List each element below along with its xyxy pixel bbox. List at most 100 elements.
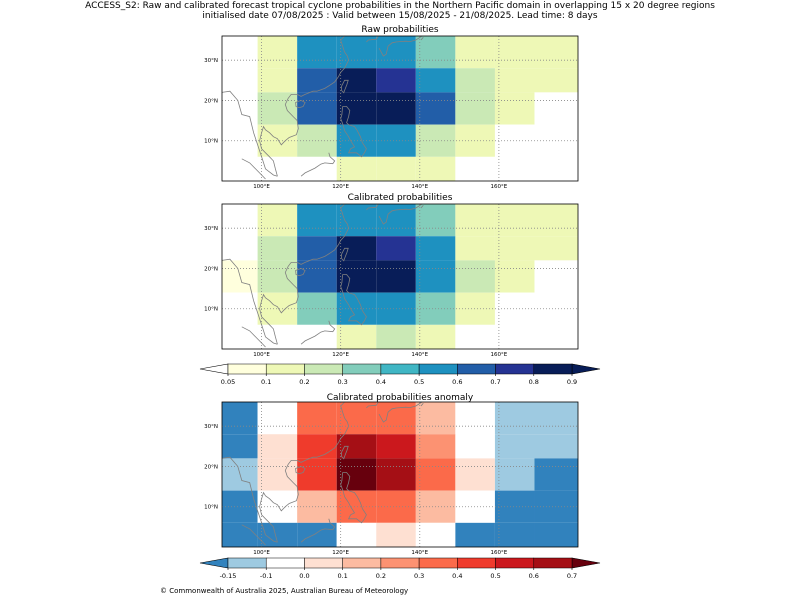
heatmap-cell <box>534 156 578 181</box>
heatmap-cell <box>376 36 416 69</box>
heatmap-cell <box>257 324 298 349</box>
coastline <box>241 158 266 180</box>
heatmap-cell <box>257 402 298 435</box>
heatmap-cell <box>494 522 535 547</box>
heatmap-cell <box>297 522 337 547</box>
colorbar-tick-label: 0.5 <box>490 572 500 580</box>
coastline <box>341 79 349 94</box>
coastline <box>295 268 306 277</box>
heatmap-cell <box>534 204 578 237</box>
coastline <box>366 35 379 43</box>
heatmap-cell <box>455 204 495 237</box>
coastline <box>221 258 278 345</box>
colorbar-segment <box>495 363 535 375</box>
heatmap-cell <box>534 490 578 523</box>
heatmap-cell <box>257 434 298 459</box>
heatmap-cell <box>534 36 578 69</box>
heatmap-cell <box>376 204 416 237</box>
heatmap-cell <box>455 92 495 125</box>
heatmap-cell <box>376 156 416 181</box>
heatmap-cell <box>336 68 377 93</box>
heatmap-cell <box>336 324 377 349</box>
heatmap-cell <box>336 458 377 491</box>
heatmap-cell <box>257 236 298 261</box>
colorbar-tick-label: 0.0 <box>299 572 309 580</box>
heatmap-cell <box>257 36 298 69</box>
heatmap-cell <box>336 260 377 293</box>
heatmap-cell <box>415 236 456 261</box>
heatmap-cell <box>415 324 456 349</box>
x-tick-label: 140°E <box>411 352 428 358</box>
colorbar-segment <box>495 557 535 569</box>
colorbar-tick-label: 0.4 <box>452 572 462 580</box>
heatmap-cell <box>336 522 377 547</box>
copyright-footer: © Commonwealth of Australia 2025, Austra… <box>160 587 409 595</box>
heatmap-cell <box>297 92 337 125</box>
coastline <box>259 203 350 345</box>
heatmap-cell <box>455 458 495 491</box>
heatmap-cell <box>415 68 456 93</box>
heatmap-cell <box>257 522 298 547</box>
coastline <box>340 106 367 158</box>
plot-frame <box>221 401 579 548</box>
colorbar-tick-label: 0.5 <box>414 378 424 386</box>
colorbar-segment <box>533 363 573 375</box>
coastline <box>259 401 350 543</box>
panel-title-raw: Raw probabilities <box>361 25 439 35</box>
heatmap-cell <box>297 324 337 349</box>
map-panel-3: 100°E 120°E 140°E 160°E 10°N 20°N 30°N <box>204 401 579 556</box>
heatmap-cell <box>455 236 495 261</box>
heatmap-cell <box>222 522 258 547</box>
coastline <box>300 320 336 345</box>
y-tick-label: 10°N <box>204 139 218 145</box>
colorbar-segment <box>418 557 458 569</box>
heatmap-cell <box>455 434 495 459</box>
y-tick-label: 30°N <box>204 226 218 232</box>
heatmap-cell <box>222 36 258 69</box>
y-tick-label: 20°N <box>204 464 218 470</box>
heatmap-cell <box>336 156 377 181</box>
coastline <box>378 203 423 225</box>
colorbar-segment <box>380 557 420 569</box>
heatmap-cell <box>494 36 535 69</box>
heatmap-cell <box>534 92 578 125</box>
colorbar-tick-label: 0.8 <box>529 378 539 386</box>
heatmap-cell <box>415 156 456 181</box>
heatmap-cell <box>534 402 578 435</box>
heatmap-cell <box>336 434 377 459</box>
x-tick-label: 160°E <box>491 352 508 358</box>
heatmap-cell <box>415 36 456 69</box>
heatmap-cell <box>297 458 337 491</box>
colorbar-over-arrow <box>571 363 601 375</box>
heatmap-cell <box>534 292 578 325</box>
heatmap-cell <box>336 204 377 237</box>
x-tick-label: 160°E <box>491 184 508 190</box>
probability-colorbar: 0.05 0.1 0.2 0.3 0.4 0.5 0.6 0.7 0.8 0.9 <box>199 363 601 386</box>
colorbar-segment <box>265 363 305 375</box>
colorbar-tick-label: 0.7 <box>567 572 577 580</box>
heatmap-cell <box>415 92 456 125</box>
heatmap-cell <box>222 156 258 181</box>
heatmap-cell <box>494 236 535 261</box>
heatmap-cell <box>415 260 456 293</box>
heatmap-cell <box>297 204 337 237</box>
heatmap-cell <box>336 36 377 69</box>
heatmap-cell <box>415 204 456 237</box>
colorbar-tick-label: 0.6 <box>529 572 539 580</box>
heatmap-cell <box>222 490 258 523</box>
heatmap-cell <box>534 324 578 349</box>
x-tick-label: 100°E <box>253 184 270 190</box>
heatmap-cell <box>455 402 495 435</box>
coastline <box>341 247 349 262</box>
panel-title-calibrated: Calibrated probabilities <box>347 193 453 203</box>
heatmap-cell <box>336 92 377 125</box>
x-tick-label: 100°E <box>253 352 270 358</box>
coastline <box>420 36 424 41</box>
colorbar-over-arrow <box>571 557 601 569</box>
coastline <box>378 35 423 57</box>
coastline <box>295 100 306 109</box>
heatmap-cell <box>222 68 258 93</box>
heatmap-cell <box>415 402 456 435</box>
colorbar-segment <box>380 363 420 375</box>
heatmap-cell <box>222 204 258 237</box>
